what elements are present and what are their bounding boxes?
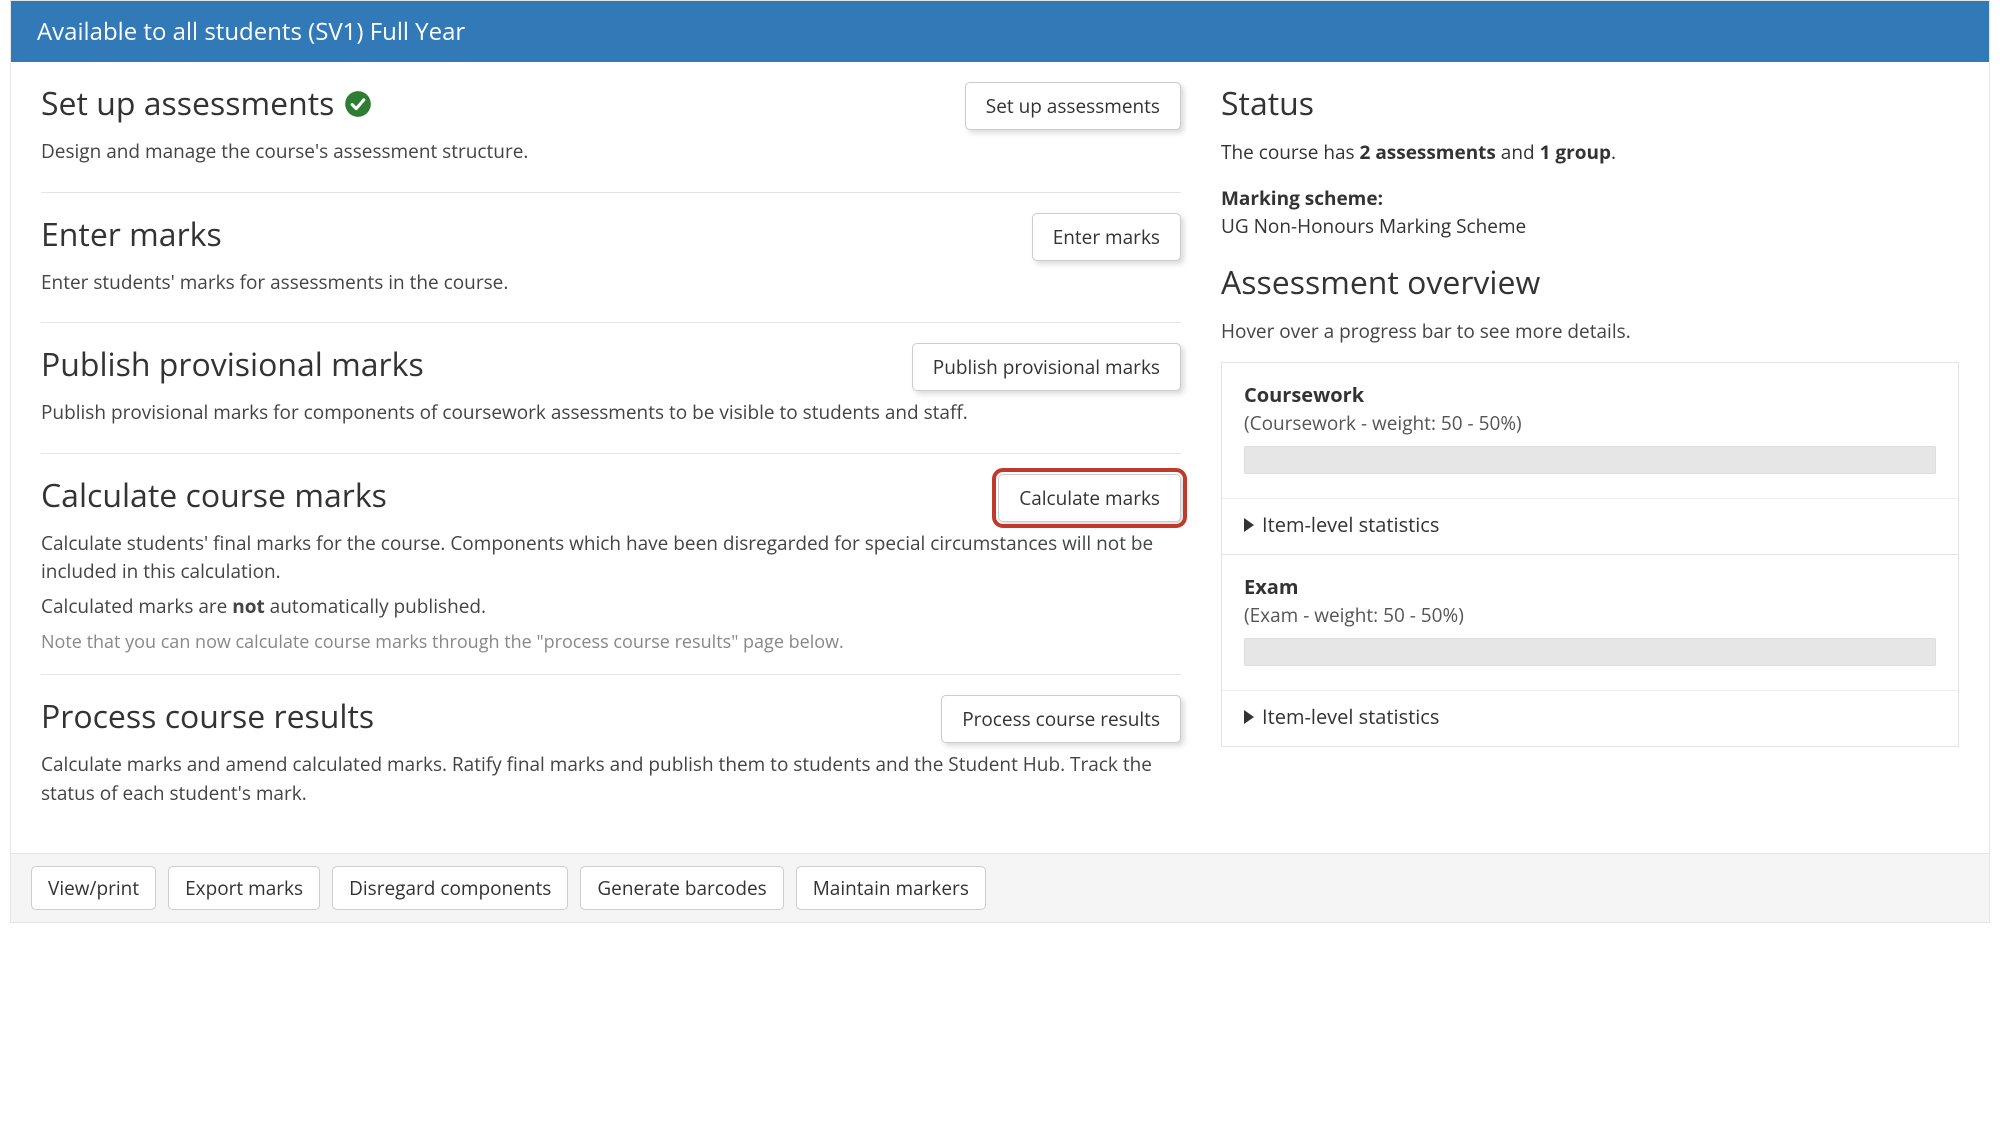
section-desc: Publish provisional marks for components… (41, 398, 1181, 427)
section-desc: Design and manage the course's assessmen… (41, 137, 1181, 166)
section-title-calculate: Calculate course marks (41, 474, 387, 517)
status-heading: Status (1221, 82, 1959, 125)
section-desc: Calculate marks and amend calculated mar… (41, 750, 1181, 807)
calculate-footnote: Note that you can now calculate course m… (41, 630, 1181, 654)
section-title-enter: Enter marks (41, 213, 222, 256)
status-summary: The course has 2 assessments and 1 group… (1221, 139, 1959, 165)
overview-hint: Hover over a progress bar to see more de… (1221, 318, 1959, 344)
check-circle-icon (344, 90, 372, 118)
assessment-card-exam: Exam (Exam - weight: 50 - 50%) Item-leve… (1222, 555, 1958, 746)
section-setup-assessments: Set up assessments Set up assessments De… (41, 82, 1181, 193)
publish-provisional-marks-button[interactable]: Publish provisional marks (912, 343, 1181, 391)
assessment-weight: (Coursework - weight: 50 - 50%) (1244, 410, 1936, 436)
assessment-card-coursework: Coursework (Coursework - weight: 50 - 50… (1222, 363, 1958, 555)
calculate-extra-note: Calculated marks are not automatically p… (41, 592, 1181, 621)
generate-barcodes-button[interactable]: Generate barcodes (580, 866, 783, 910)
section-enter-marks: Enter marks Enter marks Enter students' … (41, 213, 1181, 324)
section-calculate-marks: Calculate course marks Calculate marks C… (41, 474, 1181, 676)
status-column: Status The course has 2 assessments and … (1221, 62, 1989, 853)
setup-assessments-button[interactable]: Set up assessments (965, 82, 1181, 130)
item-level-statistics-toggle[interactable]: Item-level statistics (1222, 498, 1958, 554)
progress-bar[interactable] (1244, 638, 1936, 666)
progress-bar[interactable] (1244, 446, 1936, 474)
section-title-publish: Publish provisional marks (41, 343, 424, 386)
assessment-cards: Coursework (Coursework - weight: 50 - 50… (1221, 362, 1959, 747)
section-title-setup: Set up assessments (41, 82, 372, 125)
section-desc: Calculate students' final marks for the … (41, 529, 1181, 586)
disregard-components-button[interactable]: Disregard components (332, 866, 568, 910)
section-title-process: Process course results (41, 695, 374, 738)
page-header-title: Available to all students (SV1) Full Yea… (37, 15, 465, 48)
section-process-results: Process course results Process course re… (41, 695, 1181, 833)
maintain-markers-button[interactable]: Maintain markers (796, 866, 986, 910)
section-desc: Enter students' marks for assessments in… (41, 268, 1181, 297)
view-print-button[interactable]: View/print (31, 866, 156, 910)
main-tasks-column: Set up assessments Set up assessments De… (11, 62, 1181, 853)
calculate-marks-button[interactable]: Calculate marks (998, 474, 1181, 522)
footer-toolbar: View/print Export marks Disregard compon… (11, 853, 1989, 922)
export-marks-button[interactable]: Export marks (168, 866, 320, 910)
item-level-statistics-toggle[interactable]: Item-level statistics (1222, 690, 1958, 746)
process-course-results-button[interactable]: Process course results (941, 695, 1181, 743)
assessment-weight: (Exam - weight: 50 - 50%) (1244, 602, 1936, 628)
marking-scheme-label: Marking scheme: (1221, 185, 1959, 211)
page-header: Available to all students (SV1) Full Yea… (11, 1, 1989, 62)
enter-marks-button[interactable]: Enter marks (1032, 213, 1181, 261)
triangle-right-icon (1244, 710, 1254, 724)
section-publish-marks: Publish provisional marks Publish provis… (41, 343, 1181, 454)
assessment-name: Coursework (1244, 381, 1936, 408)
assessment-overview-heading: Assessment overview (1221, 261, 1959, 304)
assessment-name: Exam (1244, 573, 1936, 600)
marking-scheme-value: UG Non-Honours Marking Scheme (1221, 213, 1959, 239)
triangle-right-icon (1244, 518, 1254, 532)
